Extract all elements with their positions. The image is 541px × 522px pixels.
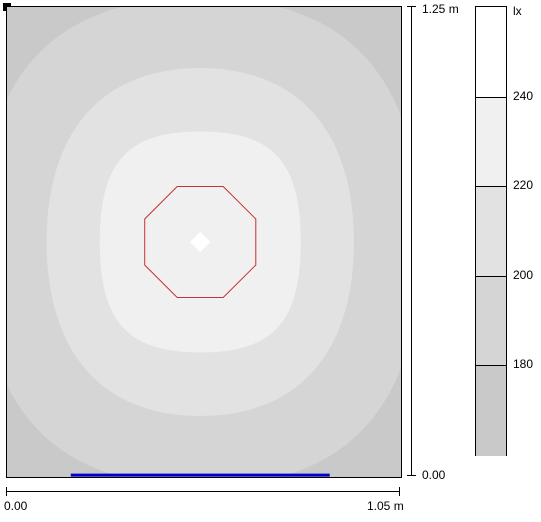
x-axis-max-label: 1.05 m (367, 499, 404, 513)
y-axis-max-label: 1.25 m (422, 2, 459, 16)
legend-segment (476, 7, 506, 97)
legend-segment (476, 276, 506, 367)
y-axis-ruler (411, 6, 412, 476)
contour-svg (7, 7, 401, 477)
legend-tick-label: 200 (513, 268, 533, 282)
y-axis-min-label: 0.00 (422, 468, 445, 482)
legend-unit: lx (513, 4, 522, 18)
legend-segment (476, 97, 506, 188)
x-axis-ruler (6, 491, 400, 492)
legend-colorbar (475, 6, 507, 456)
legend-tick-label: 220 (513, 178, 533, 192)
contour-plot (6, 6, 402, 478)
x-axis-min-label: 0.00 (4, 499, 27, 513)
legend-tick-label: 180 (513, 357, 533, 371)
legend-tick-label: 240 (513, 89, 533, 103)
legend-segment (476, 186, 506, 277)
legend-segment (476, 365, 506, 456)
